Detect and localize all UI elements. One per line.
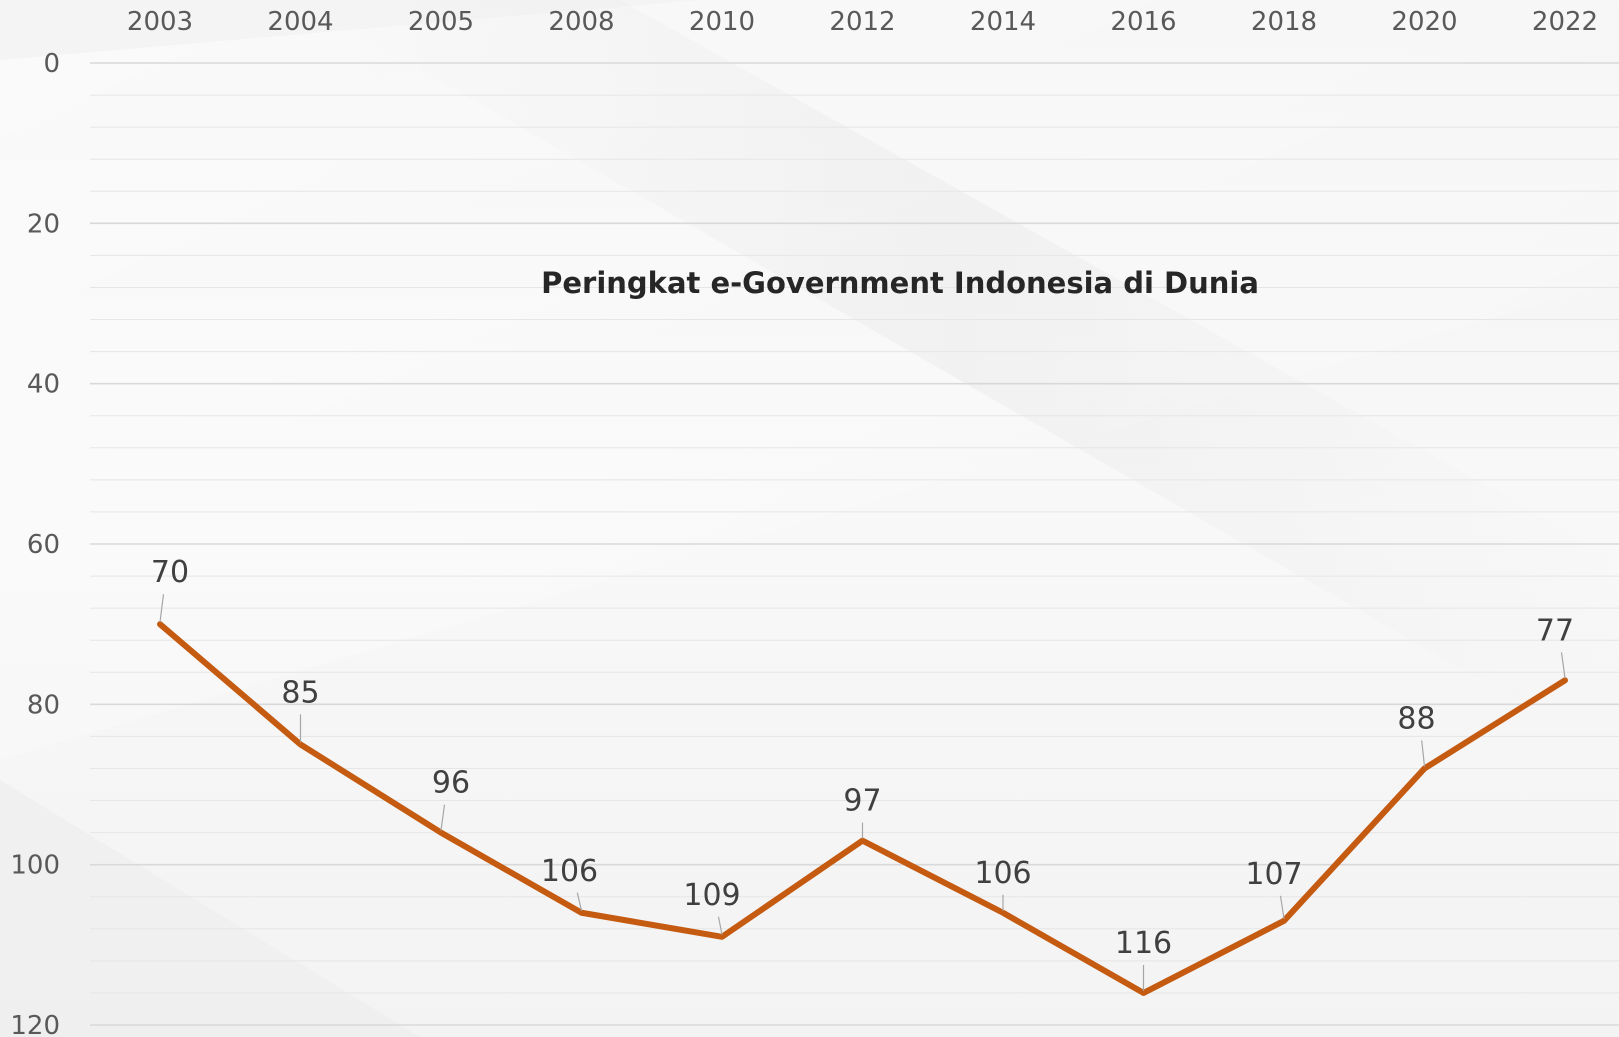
x-tick-label: 2014 (970, 7, 1036, 37)
data-label: 116 (1115, 926, 1172, 961)
data-label: 106 (541, 854, 598, 889)
data-label: 109 (683, 878, 740, 913)
data-labels: 70 85 96 106 109 97 106 116 107 88 77 (151, 555, 1574, 961)
data-label: 85 (281, 675, 319, 710)
data-label: 96 (432, 766, 470, 801)
data-label-leader (440, 804, 446, 831)
series-line (157, 621, 1568, 996)
series-line-group (157, 621, 1568, 996)
x-tick-label: 2022 (1532, 7, 1598, 37)
background-corner-shade (0, 780, 420, 1037)
background-sheen (0, 0, 1619, 760)
y-tick-label: 100 (10, 851, 60, 881)
x-tick-label: 2020 (1391, 7, 1457, 37)
label-leader-lines (159, 594, 1566, 991)
x-tick-label: 2004 (267, 7, 333, 37)
x-tick-label: 2010 (689, 7, 755, 37)
y-tick-label: 20 (27, 209, 60, 239)
y-tick-label: 60 (27, 530, 60, 560)
data-label-leader (717, 916, 723, 935)
data-label-leader (159, 594, 165, 623)
chart-title: Peringkat e-Government Indonesia di Duni… (541, 266, 1259, 300)
x-axis-labels: 2003 2004 2005 2008 2010 2012 2014 2016 2018 2020… (127, 7, 1598, 37)
y-tick-label: 80 (27, 690, 60, 720)
data-label: 88 (1397, 701, 1435, 736)
x-tick-label: 2005 (408, 7, 474, 37)
y-tick-label: 120 (10, 1011, 60, 1037)
x-tick-label: 2003 (127, 7, 193, 37)
data-label-leader (576, 892, 583, 911)
data-label-leader (1421, 740, 1426, 767)
data-label: 70 (151, 555, 189, 590)
x-tick-label: 2018 (1251, 7, 1317, 37)
data-label: 107 (1245, 857, 1302, 892)
gridlines (90, 62, 1619, 1026)
y-tick-label: 40 (27, 370, 60, 400)
x-tick-label: 2016 (1110, 7, 1176, 37)
data-label: 77 (1536, 613, 1574, 648)
background-streak (300, 0, 1619, 760)
data-label-leader (1279, 895, 1285, 919)
data-label: 97 (843, 784, 881, 819)
y-tick-label: 0 (43, 49, 60, 79)
data-label: 106 (974, 856, 1031, 891)
data-label-leader (1560, 652, 1566, 679)
x-tick-label: 2012 (829, 7, 895, 37)
x-tick-label: 2008 (548, 7, 614, 37)
y-axis-labels: 0 20 40 60 80 100 120 (10, 49, 60, 1037)
